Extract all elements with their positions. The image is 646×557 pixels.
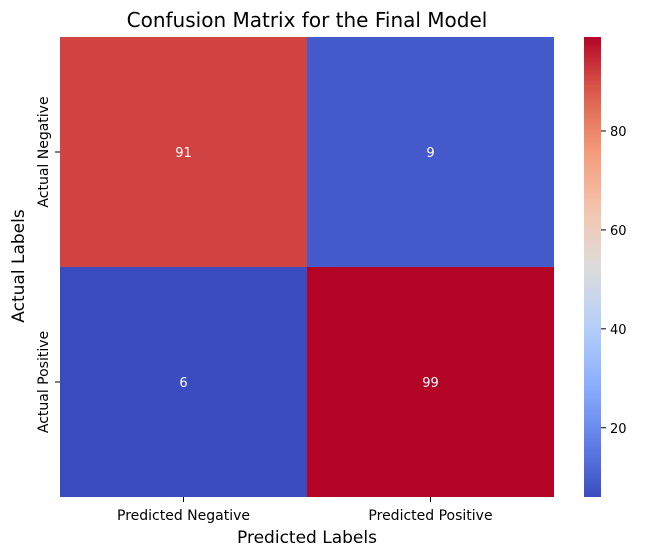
colorbar-tick-label: 80 bbox=[610, 125, 627, 140]
heatmap-cell bbox=[60, 267, 307, 497]
x-tick-label: Predicted Negative bbox=[117, 508, 250, 524]
chart-title: Confusion Matrix for the Final Model bbox=[127, 8, 488, 32]
y-axis-label: Actual Labels bbox=[9, 209, 29, 323]
x-axis-label: Predicted Labels bbox=[237, 528, 377, 548]
heatmap-cell-labels: 91 9 6 99 bbox=[175, 146, 439, 391]
y-tick-label: Actual Negative bbox=[36, 96, 52, 207]
cell-value-label: 6 bbox=[179, 376, 187, 391]
heatmap-cell bbox=[60, 37, 307, 267]
heatmap-cell bbox=[307, 37, 554, 267]
cell-value-label: 99 bbox=[422, 376, 439, 391]
x-tick-label: Predicted Positive bbox=[368, 508, 492, 524]
colorbar-tick-label: 60 bbox=[610, 224, 627, 239]
colorbar-tick-label: 40 bbox=[610, 323, 627, 338]
x-axis-ticks: Predicted Negative Predicted Positive bbox=[117, 497, 493, 524]
heatmap-cell bbox=[307, 267, 554, 497]
colorbar-tick-label: 20 bbox=[610, 422, 627, 437]
colorbar-ticks: 20 40 60 80 bbox=[601, 125, 627, 437]
heatmap-cells bbox=[60, 37, 554, 497]
y-tick-label: Actual Positive bbox=[36, 331, 52, 433]
y-axis-ticks: Actual Negative Actual Positive bbox=[36, 96, 60, 433]
colorbar bbox=[584, 37, 601, 497]
cell-value-label: 9 bbox=[426, 146, 434, 161]
cell-value-label: 91 bbox=[175, 146, 192, 161]
